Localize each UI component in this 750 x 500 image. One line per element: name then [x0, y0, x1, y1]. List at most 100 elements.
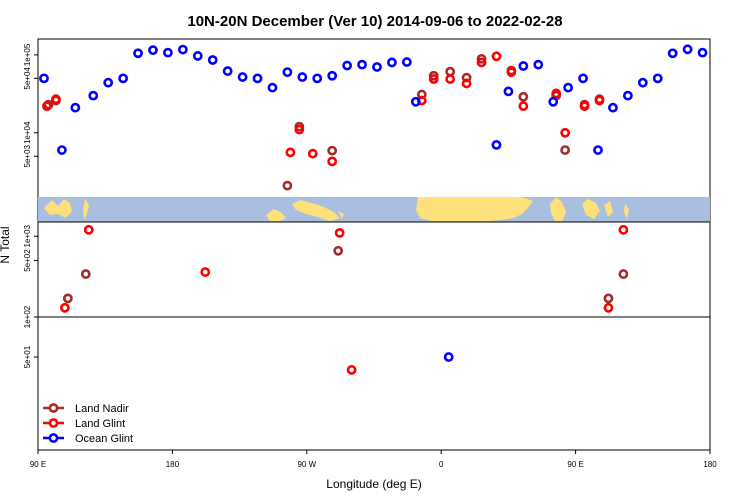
- land-nadir-legend-label: Land Nadir: [75, 403, 129, 415]
- y-tick-label: 1e+02: [23, 305, 32, 328]
- ocean-glint-point: [533, 59, 544, 70]
- land-glint-point: [307, 148, 318, 159]
- y-tick-label: 5e+04: [23, 67, 32, 90]
- land-glint-point: [83, 224, 94, 235]
- ocean-glint-point: [148, 45, 158, 56]
- ocean-glint-point: [401, 57, 412, 67]
- x-tick-label: 180: [166, 460, 180, 469]
- land-glint-point: [461, 78, 472, 89]
- y-tick-label: 5e+02: [23, 249, 32, 272]
- land-nadir-point: [618, 269, 629, 279]
- ocean-glint-point: [503, 86, 514, 97]
- land-glint-point: [603, 302, 614, 313]
- land-glint-point: [285, 147, 296, 158]
- ocean-glint-point: [372, 62, 382, 72]
- land-nadir-point: [333, 245, 344, 256]
- ocean-glint-point: [410, 96, 421, 107]
- land-glint-point: [491, 51, 502, 62]
- ocean-glint-legend-label: Ocean Glint: [75, 433, 133, 445]
- y-tick-label: 1e+03: [23, 224, 32, 247]
- ocean-glint-point: [103, 77, 114, 88]
- ocean-glint-point: [637, 77, 648, 88]
- land-glint-point: [59, 302, 70, 313]
- land-glint-point: [594, 95, 605, 106]
- data-points: [39, 44, 708, 375]
- ocean-glint-legend-marker: [48, 433, 59, 443]
- ocean-glint-point: [387, 57, 397, 68]
- land-glint-point: [334, 227, 345, 238]
- plot-frame: [37, 38, 711, 451]
- chart-title: 10N-20N December (Ver 10) 2014-09-06 to …: [187, 13, 562, 30]
- land-glint-legend-label: Land Glint: [75, 418, 125, 430]
- land-glint-point: [200, 267, 211, 277]
- land-glint-point: [579, 101, 590, 112]
- y-tick-label: 1e+04: [23, 121, 32, 144]
- ocean-glint-point: [342, 60, 353, 71]
- ocean-glint-point: [682, 44, 693, 55]
- ocean-glint-point: [133, 48, 143, 59]
- land-nadir-point: [62, 293, 73, 304]
- land-glint-point: [428, 74, 439, 84]
- land-glint-point: [42, 101, 52, 112]
- ocean-glint-point: [697, 47, 708, 58]
- land-glint-point: [518, 101, 529, 112]
- ocean-glint-point: [267, 82, 278, 93]
- legend: Land Nadir Land Glint Ocean Glint: [43, 403, 133, 445]
- ocean-glint-point: [39, 73, 49, 84]
- land-glint-point: [476, 57, 487, 68]
- land-nadir-legend-marker: [48, 403, 59, 413]
- ocean-glint-point: [297, 72, 308, 82]
- x-tick-label: 0: [439, 460, 444, 469]
- ocean-glint-point: [548, 96, 559, 107]
- ocean-glint-point: [357, 59, 367, 70]
- ocean-glint-point: [327, 70, 338, 81]
- world-map-strip: [38, 197, 710, 222]
- ocean-glint-point: [177, 44, 188, 55]
- ocean-glint-point: [192, 51, 203, 61]
- land-glint-point: [618, 224, 629, 235]
- y-tick-label: 5e+03: [23, 144, 32, 167]
- ocean-glint-point: [578, 73, 588, 84]
- y-axis-title: N Total: [0, 226, 12, 263]
- land-nadir-point: [461, 72, 472, 83]
- ocean-glint-point: [252, 73, 263, 84]
- x-tick-label: 180: [703, 460, 717, 469]
- ocean-glint-point: [56, 145, 67, 155]
- ocean-glint-point: [207, 55, 218, 65]
- ocean-glint-point: [163, 47, 173, 58]
- land-glint-point: [551, 88, 562, 99]
- ocean-glint-point: [222, 66, 233, 76]
- land-nadir-point: [327, 145, 338, 156]
- ocean-glint-point: [491, 139, 502, 150]
- land-nadir-point: [603, 293, 614, 304]
- y-tick-label: 5e+01: [23, 345, 32, 368]
- map-land: [44, 197, 629, 221]
- y-tick-label: 1e+05: [23, 43, 32, 66]
- land-glint-point: [327, 156, 338, 167]
- land-nadir-point: [518, 91, 529, 102]
- ocean-glint-point: [593, 145, 603, 155]
- land-nadir-point: [80, 269, 91, 279]
- ocean-glint-point: [563, 82, 574, 93]
- ocean-glint-point: [237, 72, 248, 82]
- x-axis-title: Longitude (deg E): [326, 477, 421, 491]
- ocean-glint-point: [518, 61, 529, 71]
- land-glint-point: [560, 127, 571, 138]
- x-tick-label: 90 W: [297, 460, 316, 469]
- x-axis: 90 E 180 90 W 0 90 E 180: [30, 450, 717, 469]
- ocean-glint-point: [88, 90, 99, 101]
- x-tick-label: 90 E: [567, 460, 583, 469]
- land-glint-point: [294, 124, 305, 135]
- x-tick-label: 90 E: [30, 460, 46, 469]
- ocean-glint-point: [312, 73, 323, 84]
- ocean-glint-point: [608, 102, 618, 113]
- land-glint-point: [445, 74, 456, 84]
- land-glint-legend-marker: [48, 418, 59, 428]
- land-glint-point: [346, 365, 357, 375]
- land-glint-point: [506, 67, 517, 78]
- land-nadir-point: [560, 145, 571, 155]
- land-nadir-point: [282, 180, 293, 191]
- ocean-glint-point: [622, 90, 633, 101]
